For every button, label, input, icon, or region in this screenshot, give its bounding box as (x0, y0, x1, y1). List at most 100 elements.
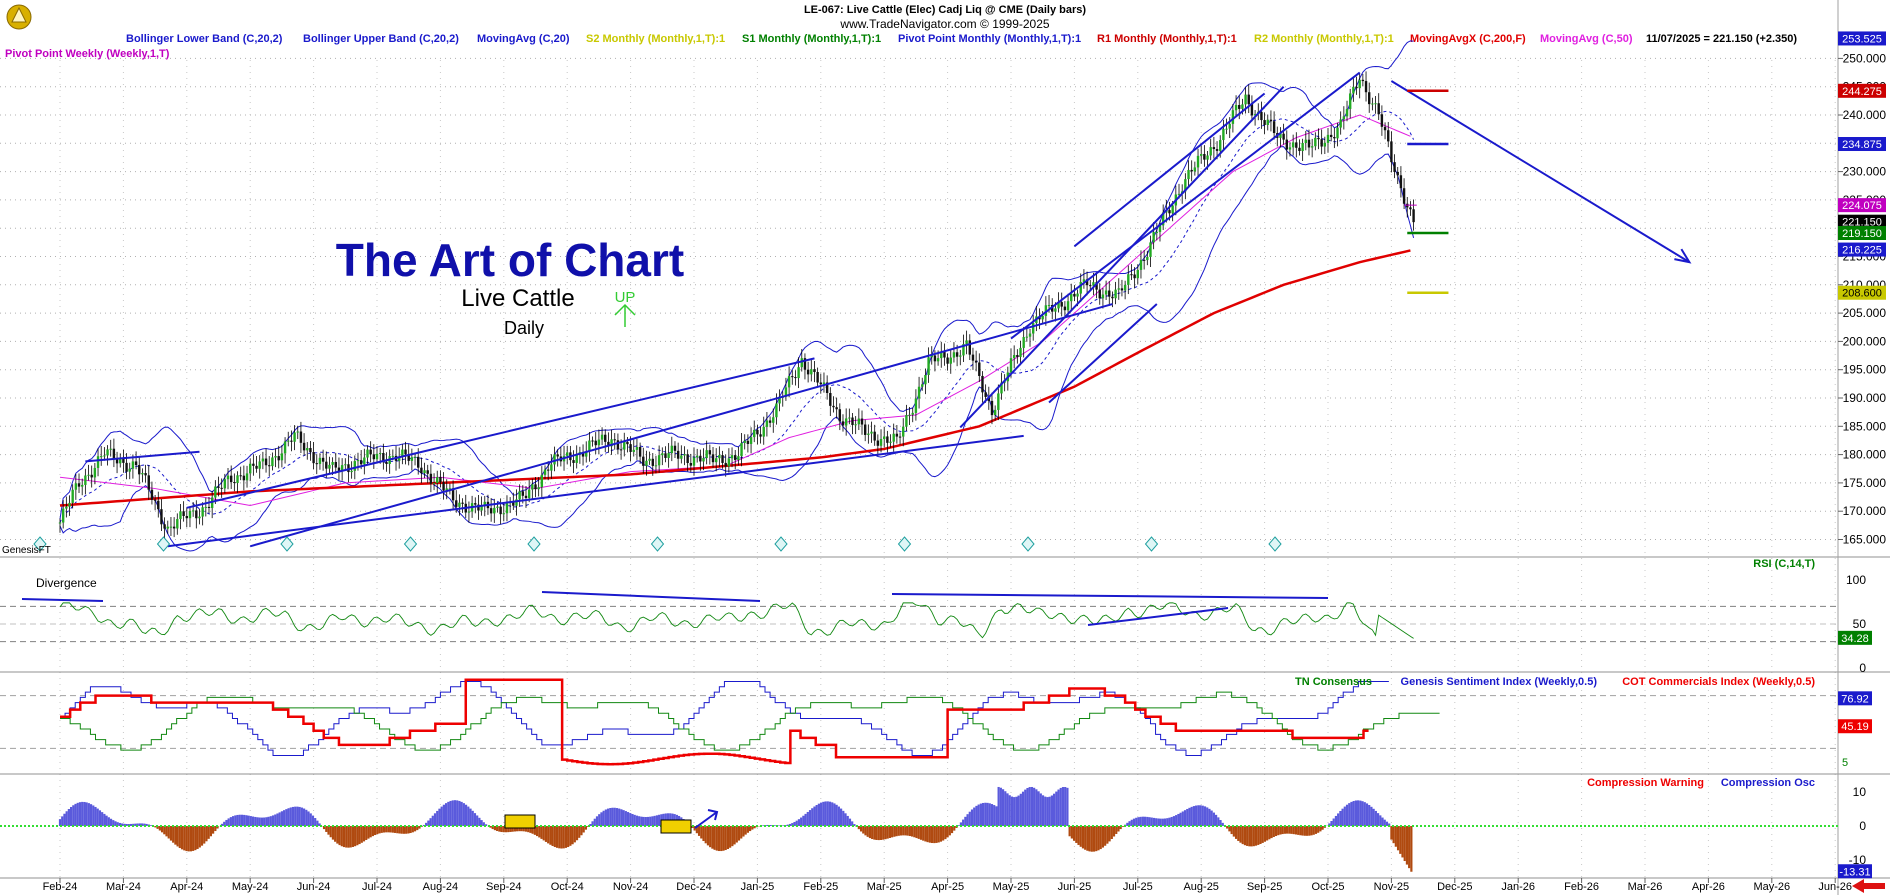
candle-body (1079, 281, 1082, 294)
candle-body (911, 412, 914, 415)
compression-panel (0, 786, 1838, 872)
candle-body (214, 486, 217, 498)
candle-body (1108, 290, 1111, 297)
candle-body (1409, 207, 1412, 210)
candle-body (902, 426, 905, 437)
candle-body (629, 444, 632, 452)
candle-body (1104, 290, 1108, 295)
candle-body (730, 455, 734, 459)
candle-body (226, 475, 230, 480)
candle-body (128, 468, 131, 472)
candle-body (1412, 209, 1415, 223)
candle-body (1298, 147, 1301, 152)
candle-body (287, 440, 290, 442)
candle-body (851, 417, 854, 426)
candle-body (1200, 153, 1203, 156)
tn-consensus-tag-label: 5 (1842, 757, 1848, 769)
up-label: UP (615, 289, 636, 306)
candle-body (759, 434, 762, 437)
candle-body (1282, 133, 1285, 140)
candle-body (917, 386, 921, 399)
scroll-arrow-icon[interactable] (1852, 879, 1885, 893)
candle-body (1136, 269, 1139, 279)
candle-body (315, 463, 318, 465)
candle-body (1089, 285, 1092, 287)
candle-body (179, 511, 182, 520)
legend-pivot-point-weekly: Pivot Point Weekly (Weekly,1,T) (5, 48, 170, 60)
candle-body (84, 475, 87, 485)
candle-body (255, 465, 258, 469)
candle-body (1016, 355, 1019, 357)
candle-body (397, 456, 401, 461)
candle-body (642, 456, 645, 466)
candle-body (734, 455, 737, 460)
indicator-tag (1838, 719, 1872, 734)
candle-body (832, 405, 835, 408)
price-tick-label: 250.000 (1843, 51, 1887, 65)
candle-body (623, 441, 626, 450)
candle-body (274, 456, 277, 458)
candle-body (426, 470, 429, 474)
candle-body (369, 449, 372, 455)
candle-body (661, 453, 664, 456)
indicator-tag (1838, 864, 1872, 879)
candle-body (613, 439, 616, 441)
candle-body (889, 441, 892, 443)
candle-body (597, 439, 601, 446)
candle-body (1231, 110, 1235, 124)
candle-body (410, 457, 414, 461)
candle-body (965, 340, 968, 345)
candle-body (1393, 162, 1396, 172)
date-tick-label: Oct-24 (551, 881, 584, 893)
legend-bollinger-upper: Bollinger Upper Band (C,20,2) (303, 33, 459, 45)
candle-body (1225, 128, 1228, 130)
candle-body (1402, 188, 1406, 204)
candle-body (873, 431, 876, 441)
candle-body (1092, 282, 1095, 286)
last-bar-value: 11/07/2025 = 221.150 (+2.350) (1646, 33, 1797, 45)
candle-body (810, 369, 813, 375)
candle-body (1133, 274, 1136, 279)
candle-body (521, 491, 525, 496)
legend-r1-monthly: R1 Monthly (Monthly,1,T):1 (1097, 33, 1237, 45)
rsi-tick-label: 50 (1853, 617, 1867, 631)
candle-body (768, 420, 772, 423)
candle-body (442, 482, 445, 491)
candle-body (299, 431, 303, 443)
candle-body (974, 360, 978, 363)
rsi-panel (21, 591, 1414, 639)
candle-body (1333, 137, 1336, 139)
candle-body (242, 475, 246, 481)
candle-body (1073, 293, 1076, 297)
candle-body (1371, 103, 1374, 105)
candle-body (543, 469, 547, 475)
candle-body (1320, 139, 1323, 147)
candle-body (575, 454, 578, 463)
candle-body (163, 524, 166, 529)
date-tick-label: Jan-26 (1501, 881, 1535, 893)
candle-body (708, 450, 712, 455)
candle-body (927, 357, 930, 376)
candle-body (96, 456, 100, 468)
candle-body (157, 500, 160, 510)
candle-body (1054, 308, 1057, 312)
candle-body (588, 440, 591, 452)
candle-body (1063, 306, 1067, 311)
candle-body (264, 458, 268, 466)
candle-body (166, 526, 169, 529)
candle-body (1031, 323, 1035, 334)
candle-body (879, 438, 883, 446)
candle-body (229, 475, 233, 483)
cot-commercials-legend: COT Commercials Index (Weekly,0.5) (1622, 676, 1815, 688)
candle-body (499, 506, 502, 515)
candle-body (933, 355, 937, 362)
candle-body (1399, 175, 1403, 189)
candle-body (1190, 169, 1193, 172)
candle-body (673, 445, 677, 451)
candle-body (765, 420, 769, 427)
candle-body (524, 495, 528, 499)
candle-body (987, 396, 991, 401)
candle-body (1234, 105, 1238, 111)
candle-body (312, 452, 315, 464)
candle-body (1387, 130, 1390, 142)
